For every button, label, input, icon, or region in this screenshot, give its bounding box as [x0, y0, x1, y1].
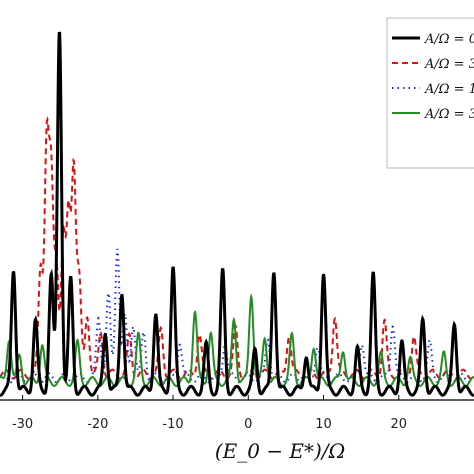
x-tick-label: 0 [244, 417, 252, 432]
legend-box [386, 17, 474, 169]
x-axis-ticks: -30 -20 -10 0 10 20 [12, 395, 407, 432]
legend-label-3: A/Ω = 1 [424, 82, 474, 97]
series-line-3 [0, 248, 474, 384]
x-tick-label: -20 [87, 417, 108, 432]
x-tick-label: 20 [390, 417, 407, 432]
x-axis-label: (E_0 − E*)/Ω [215, 439, 345, 463]
x-tick-label: -30 [12, 417, 33, 432]
legend-label-2: A/Ω = 3 [424, 57, 474, 72]
x-tick-label: -10 [162, 417, 183, 432]
legend: A/Ω = 0 A/Ω = 3 A/Ω = 1 A/Ω = 3 [386, 17, 474, 169]
series-line-4 [0, 292, 474, 387]
plot-area [0, 31, 474, 397]
series-line-1 [0, 31, 474, 397]
legend-label-1: A/Ω = 0 [424, 32, 474, 47]
legend-label-4: A/Ω = 3 [424, 107, 474, 122]
x-tick-label: 10 [315, 417, 332, 432]
